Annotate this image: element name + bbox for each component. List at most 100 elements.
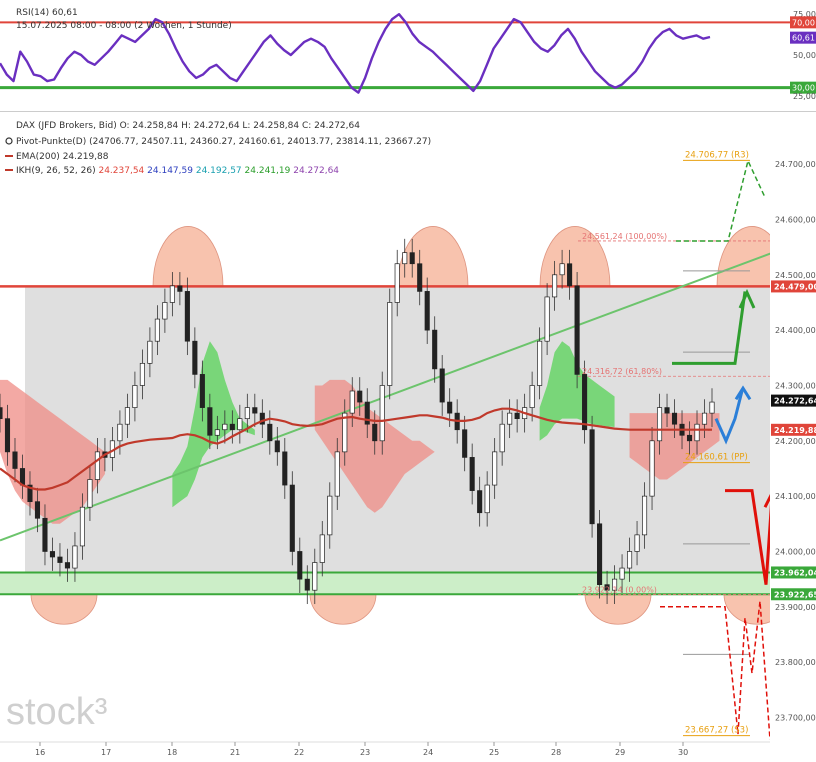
price-badge	[771, 280, 816, 293]
price-badge-label: 24.272,64	[774, 397, 816, 406]
price-axis-bg	[770, 112, 816, 762]
candle-body	[177, 285, 183, 292]
blue-projection	[714, 390, 744, 445]
candle-body	[409, 252, 415, 265]
time-tick-label: 18	[167, 748, 177, 757]
rsi-panel: RSI(14) 60,61 15.07.2025 08:00 - 08:00 (…	[0, 0, 816, 112]
candle-body	[192, 340, 198, 375]
price-badge-label: 23.962,04	[774, 568, 816, 577]
candle-body	[319, 534, 325, 563]
price-chart: 24.706,77 (R3) 24.160,61 (PP) 23.667,27 (S…	[0, 112, 816, 762]
candle-body	[289, 484, 295, 552]
candle-body	[72, 545, 78, 569]
candle-body	[402, 252, 408, 265]
candle-body	[484, 484, 490, 514]
candle-body	[154, 318, 160, 342]
candle-body	[514, 412, 520, 420]
candle-body	[694, 423, 700, 442]
time-tick-label: 16	[35, 748, 45, 757]
candle-body	[597, 523, 603, 586]
price-tick-label: 24.100,00	[775, 492, 816, 501]
candle-body	[139, 362, 145, 386]
red-dashed-projection	[660, 601, 771, 740]
fib-label: 23.922,14 (0,00%)	[582, 586, 657, 595]
price-tick-label: 24.600,00	[775, 215, 816, 224]
candle-body	[0, 407, 3, 420]
main-plot: 24.706,77 (R3) 24.160,61 (PP) 23.667,27 (S…	[0, 150, 816, 740]
legend: DAX (JFD Brokers, Bid) O: 24.258,84 H: 2…	[5, 121, 431, 176]
candle-body	[394, 263, 400, 303]
candle-body	[327, 495, 333, 536]
green-dashed-projection	[676, 158, 766, 242]
price-badge-label: 23.922,65	[774, 590, 816, 599]
candle-body	[117, 423, 123, 442]
candle-body	[529, 385, 535, 408]
price-tick-label: 24.000,00	[775, 547, 816, 556]
bottom-arc	[30, 593, 98, 625]
time-axis: 16 17 18 21 22 23 24 25 28 29 30	[0, 741, 770, 757]
price-badge	[771, 588, 816, 601]
candle-body	[462, 429, 468, 458]
candle-body	[162, 302, 168, 320]
time-tick-label: 23	[360, 748, 370, 757]
top-arc	[397, 226, 469, 287]
candle-body	[379, 385, 385, 442]
candle-body	[709, 401, 715, 414]
candle-body	[132, 385, 138, 408]
candle-body	[222, 423, 228, 431]
legend-pivot: Pivot-Punkte(D) (24706.77, 24507.11, 243…	[16, 137, 431, 147]
rsi-axis-label: 30,00	[792, 84, 815, 93]
rsi-line	[0, 12, 711, 94]
candle-body	[27, 484, 33, 503]
rsi-badge	[790, 31, 816, 44]
candle-body	[664, 407, 670, 414]
fib-label: 24.316,72 (61,80%)	[582, 367, 662, 376]
candle-body	[372, 423, 378, 442]
ema-line	[0, 407, 713, 491]
rsi-title: RSI(14) 60,61	[16, 8, 78, 18]
candle-body	[252, 407, 258, 414]
candle-body	[574, 285, 580, 375]
ikh-bull-cloud	[172, 341, 255, 508]
candle-body	[582, 374, 588, 431]
time-tick-label: 29	[615, 748, 625, 757]
candle-body	[184, 291, 190, 342]
candle-body	[492, 451, 498, 486]
rsi-axis-label: 70,00	[792, 18, 815, 27]
candle-body	[671, 412, 678, 425]
ikh-bull-cloud	[539, 341, 615, 441]
candle-body	[274, 440, 280, 453]
price-tick-label: 24.400,00	[775, 326, 816, 335]
time-tick-label: 25	[489, 748, 499, 757]
rsi-axis-label: 60,61	[792, 34, 815, 43]
pivot-legend-icon	[5, 137, 13, 145]
bottom-arc	[584, 593, 652, 625]
price-tick-label: 24.700,00	[775, 160, 816, 169]
candle-body	[12, 451, 18, 469]
candle-body	[387, 302, 393, 386]
candle-body	[214, 429, 220, 436]
candle-body	[282, 451, 288, 486]
candle-body	[244, 407, 250, 420]
pivot-label: 23.667,27 (S3)	[685, 726, 748, 736]
candle-body	[87, 479, 93, 508]
candle-body	[559, 263, 565, 276]
time-tick-label: 17	[101, 748, 111, 757]
candle-body	[207, 407, 213, 436]
candle-body	[237, 418, 243, 431]
price-tick-label: 23.800,00	[775, 658, 816, 667]
candle-body	[49, 551, 56, 558]
candle-body	[79, 506, 85, 547]
price-badge	[771, 394, 816, 407]
time-tick-label: 22	[294, 748, 304, 757]
rsi-axis-label: 25,00	[793, 92, 816, 101]
candle-body	[124, 407, 130, 425]
legend-ikh: IKH(9, 26, 52, 26) 24.237,54 24.147,59 2…	[16, 166, 339, 176]
price-badge-label: 24.219,88	[774, 426, 816, 435]
top-arc	[152, 226, 224, 287]
candle-body	[604, 584, 610, 591]
candle-body	[64, 562, 71, 569]
candle-body	[199, 374, 205, 408]
candle-body	[312, 562, 318, 591]
